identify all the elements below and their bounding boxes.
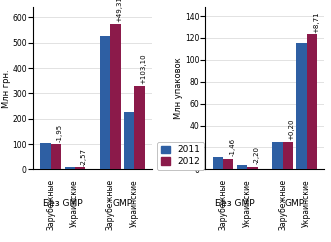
Bar: [223, 159, 233, 169]
Bar: [51, 144, 61, 169]
Bar: [213, 157, 223, 169]
Bar: [237, 165, 247, 169]
Bar: [40, 143, 51, 169]
Bar: [307, 34, 317, 169]
Text: -2,57: -2,57: [81, 148, 87, 166]
Bar: [283, 142, 293, 169]
Text: +8,71: +8,71: [313, 11, 319, 33]
Bar: [75, 167, 85, 169]
Text: -1,95: -1,95: [57, 124, 63, 142]
Text: -2,20: -2,20: [253, 146, 260, 164]
Bar: [272, 142, 283, 169]
Y-axis label: Млн грн.: Млн грн.: [2, 69, 11, 108]
Text: GMP: GMP: [112, 199, 132, 208]
Text: +0,20: +0,20: [289, 119, 295, 141]
Bar: [65, 167, 75, 169]
Text: +103,10: +103,10: [140, 54, 146, 84]
Y-axis label: Млн упаковок: Млн упаковок: [174, 57, 183, 119]
Legend: 2011, 2012: 2011, 2012: [157, 142, 204, 170]
Text: Без GMP: Без GMP: [215, 199, 255, 208]
Bar: [110, 24, 120, 169]
Text: +49,31: +49,31: [116, 0, 122, 23]
Bar: [247, 167, 258, 169]
Text: -1,46: -1,46: [229, 138, 235, 156]
Text: Без GMP: Без GMP: [43, 199, 83, 208]
Bar: [297, 43, 307, 169]
Bar: [134, 85, 145, 169]
Text: GMP: GMP: [285, 199, 305, 208]
Bar: [124, 112, 134, 169]
Bar: [100, 36, 110, 169]
